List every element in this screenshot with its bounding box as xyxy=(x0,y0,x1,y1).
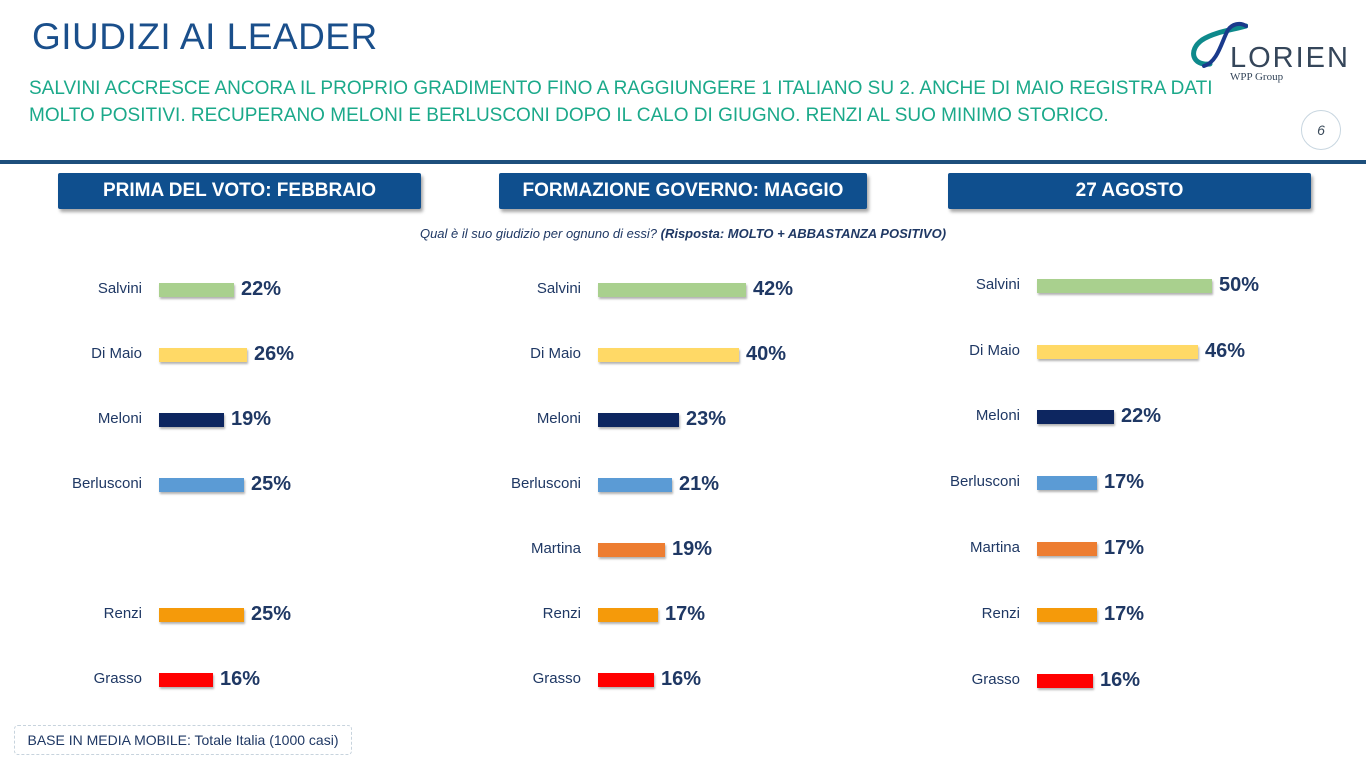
value-label: 22% xyxy=(1121,405,1162,427)
value-label: 22% xyxy=(241,278,282,300)
question-text: Qual è il suo giudizio per ognuno di ess… xyxy=(419,226,661,241)
value-label: 17% xyxy=(1104,471,1145,493)
category-label: Meloni xyxy=(536,410,581,427)
subtitle-line-2: MOLTO POSITIVI. RECUPERANO MELONI E BERL… xyxy=(29,105,1109,126)
logo-wordmark: LORIEN xyxy=(1230,42,1350,74)
bar xyxy=(598,283,746,297)
page-number: 6 xyxy=(1301,110,1341,150)
bar xyxy=(159,348,247,362)
subtitle-line-1: SALVINI ACCRESCE ANCORA IL PROPRIO GRADI… xyxy=(29,78,1213,99)
category-label: Berlusconi xyxy=(510,475,581,492)
bar xyxy=(598,413,679,427)
bar xyxy=(598,543,665,557)
category-label: Salvini xyxy=(536,280,581,297)
category-label: Grasso xyxy=(93,670,142,687)
header-divider xyxy=(0,160,1366,164)
value-label: 17% xyxy=(665,603,706,625)
value-label: 16% xyxy=(220,668,261,690)
base-note: BASE IN MEDIA MOBILE: Totale Italia (100… xyxy=(14,725,352,755)
category-label: Grasso xyxy=(971,671,1020,688)
value-label: 19% xyxy=(672,538,713,560)
category-label: Meloni xyxy=(975,407,1020,424)
value-label: 21% xyxy=(679,473,720,495)
value-label: 25% xyxy=(251,603,292,625)
category-label: Martina xyxy=(969,539,1020,556)
value-label: 19% xyxy=(231,408,272,430)
survey-question: Qual è il suo giudizio per ognuno di ess… xyxy=(0,226,1366,241)
category-label: Grasso xyxy=(532,670,581,687)
bar xyxy=(598,348,739,362)
bar xyxy=(159,673,213,687)
lorien-swirl-icon xyxy=(1191,21,1248,68)
category-label: Di Maio xyxy=(91,345,142,362)
category-label: Di Maio xyxy=(530,345,581,362)
category-label: Salvini xyxy=(97,280,142,297)
panel-header-1: PRIMA DEL VOTO: FEBBRAIO xyxy=(58,173,421,209)
value-label: 16% xyxy=(661,668,702,690)
bar xyxy=(159,478,244,492)
value-label: 16% xyxy=(1100,669,1141,691)
category-label: Renzi xyxy=(103,605,142,622)
value-label: 42% xyxy=(753,278,794,300)
category-label: Berlusconi xyxy=(71,475,142,492)
bar xyxy=(159,413,224,427)
bar xyxy=(1037,279,1212,293)
value-label: 23% xyxy=(686,408,727,430)
category-label: Berlusconi xyxy=(949,473,1020,490)
category-label: Martina xyxy=(530,540,581,557)
category-label: Renzi xyxy=(542,605,581,622)
value-label: 26% xyxy=(254,343,295,365)
bar xyxy=(1037,476,1097,490)
bar xyxy=(159,608,244,622)
bar xyxy=(1037,345,1198,359)
category-label: Salvini xyxy=(975,276,1020,293)
category-label: Meloni xyxy=(97,410,142,427)
bar xyxy=(1037,542,1097,556)
page-title: GIUDIZI AI LEADER xyxy=(32,16,378,57)
bar xyxy=(1037,674,1093,688)
bar xyxy=(598,608,658,622)
question-emphasis: (Risposta: MOLTO + ABBASTANZA POSITIVO) xyxy=(660,226,947,241)
value-label: 17% xyxy=(1104,537,1145,559)
category-label: Renzi xyxy=(981,605,1020,622)
value-label: 25% xyxy=(251,473,292,495)
bar xyxy=(598,673,654,687)
value-label: 17% xyxy=(1104,603,1145,625)
panel-header-3: 27 AGOSTO xyxy=(948,173,1311,209)
bar xyxy=(1037,608,1097,622)
panel-header-2: FORMAZIONE GOVERNO: MAGGIO xyxy=(499,173,867,209)
value-label: 40% xyxy=(746,343,787,365)
category-label: Di Maio xyxy=(969,342,1020,359)
lorien-logo: LORIEN WPP Group xyxy=(1188,20,1348,86)
value-label: 46% xyxy=(1205,340,1246,362)
value-label: 50% xyxy=(1219,274,1260,296)
logo-group: WPP Group xyxy=(1230,71,1284,83)
bar xyxy=(159,283,234,297)
bar xyxy=(1037,410,1114,424)
bar xyxy=(598,478,672,492)
